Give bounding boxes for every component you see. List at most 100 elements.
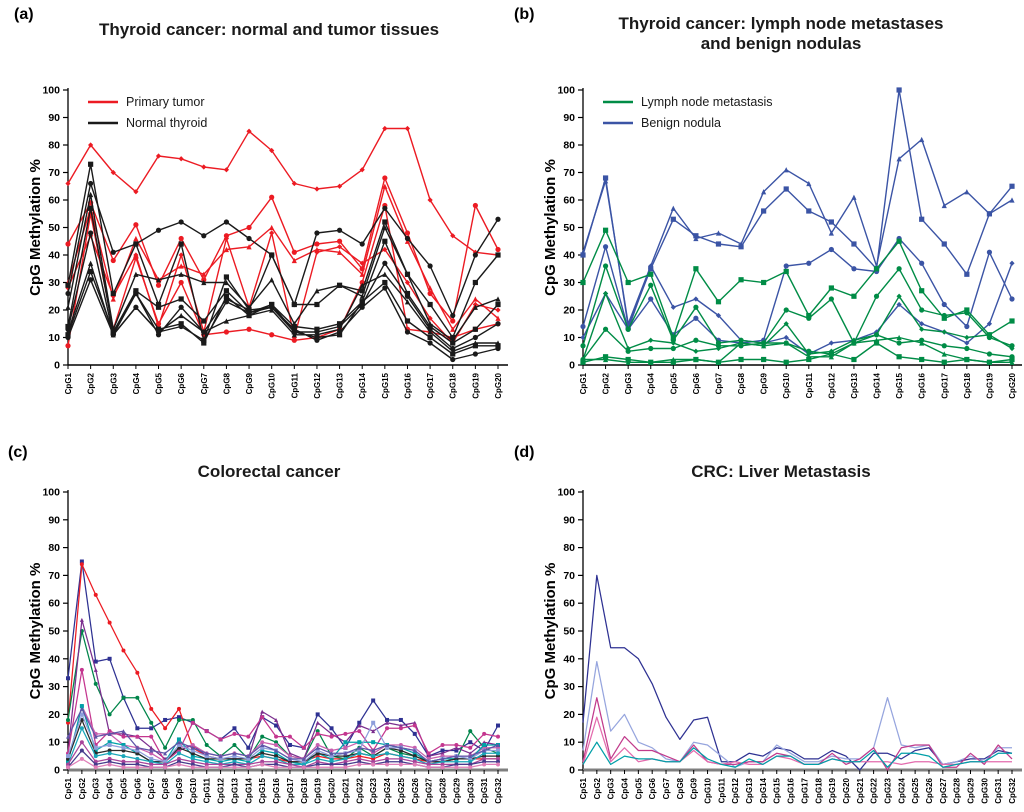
data-point-circle bbox=[357, 759, 362, 764]
data-point-diamond bbox=[896, 301, 902, 308]
data-point-square bbox=[343, 740, 348, 745]
data-point-square bbox=[314, 326, 320, 332]
data-point-triangle bbox=[412, 720, 417, 725]
data-point-square bbox=[851, 241, 857, 247]
data-point-circle bbox=[468, 729, 473, 734]
data-point-square bbox=[201, 318, 207, 324]
data-point-diamond bbox=[223, 235, 230, 242]
data-point-circle bbox=[468, 745, 473, 750]
series-line bbox=[67, 563, 498, 763]
data-point-square bbox=[329, 756, 334, 761]
data-point-circle bbox=[107, 762, 112, 767]
data-point-circle bbox=[359, 279, 365, 286]
data-point-triangle bbox=[625, 359, 631, 365]
x-tick-label: CpG10 bbox=[268, 372, 277, 398]
x-tick-label: CpG17 bbox=[426, 372, 435, 398]
data-point-circle bbox=[693, 304, 699, 310]
data-point-circle bbox=[357, 751, 362, 756]
data-point-diamond bbox=[919, 326, 925, 332]
y-tick-label: 70 bbox=[563, 167, 575, 179]
data-point-circle bbox=[246, 235, 252, 242]
x-tick-label: CpG8 bbox=[222, 372, 231, 394]
x-tick-label: CpG2 bbox=[593, 777, 602, 799]
x-tick-label: CpG1 bbox=[579, 372, 588, 394]
data-point-triangle bbox=[404, 271, 411, 277]
x-tick-label: CpG18 bbox=[814, 777, 823, 803]
data-point-triangle bbox=[133, 271, 139, 277]
data-point-circle bbox=[315, 759, 320, 764]
data-point-diamond bbox=[223, 167, 230, 173]
data-point-circle bbox=[382, 205, 388, 211]
data-point-circle bbox=[121, 648, 126, 653]
data-point-circle bbox=[246, 765, 251, 770]
data-point-circle bbox=[472, 202, 478, 209]
x-tick-label: CpG3 bbox=[109, 372, 118, 394]
data-point-circle bbox=[343, 756, 348, 761]
data-point-circle bbox=[468, 759, 473, 764]
data-point-circle bbox=[336, 238, 343, 244]
data-point-circle bbox=[602, 326, 609, 332]
data-point-circle bbox=[178, 323, 184, 330]
x-tick-label: CpG20 bbox=[494, 372, 503, 398]
x-tick-label: CpG1 bbox=[64, 372, 73, 394]
data-point-triangle bbox=[896, 156, 902, 162]
data-point-square bbox=[896, 238, 902, 244]
data-point-square bbox=[223, 293, 230, 299]
x-tick-label: CpG1 bbox=[579, 777, 588, 799]
data-point-circle bbox=[315, 729, 320, 734]
panel-a-letter: (a) bbox=[14, 6, 34, 23]
panel-b-chart: 0 10 20 30 40 50 60 70 80 90 100 CpG Methylation % C… bbox=[542, 85, 1022, 399]
data-point-square bbox=[371, 720, 376, 725]
series-line bbox=[67, 204, 499, 346]
data-point-square bbox=[155, 326, 162, 332]
data-point-circle bbox=[450, 312, 456, 319]
data-point-circle bbox=[135, 756, 140, 761]
data-point-triangle bbox=[133, 235, 139, 242]
data-point-triangle bbox=[468, 751, 473, 756]
data-point-diamond bbox=[1009, 260, 1015, 266]
y-axis: 0 10 20 30 40 50 60 70 80 90 100 bbox=[42, 487, 69, 777]
data-point-circle bbox=[315, 756, 320, 761]
data-point-circle bbox=[260, 754, 265, 759]
data-point-circle bbox=[440, 765, 445, 770]
data-point-triangle bbox=[738, 241, 744, 247]
data-point-square bbox=[738, 277, 744, 283]
data-point-circle bbox=[287, 734, 292, 739]
x-tick-label: CpG21 bbox=[856, 777, 865, 803]
data-point-circle bbox=[783, 307, 789, 313]
data-point-circle bbox=[580, 323, 586, 330]
series-line bbox=[67, 758, 498, 768]
data-point-square bbox=[382, 219, 388, 225]
y-tick-label: 20 bbox=[563, 305, 575, 317]
series-line bbox=[67, 719, 498, 763]
data-point-circle bbox=[110, 249, 116, 255]
series-line bbox=[67, 177, 499, 322]
data-point-triangle bbox=[88, 191, 94, 198]
data-point-diamond bbox=[964, 334, 970, 341]
data-point-square bbox=[495, 343, 501, 349]
data-point-diamond bbox=[359, 260, 365, 266]
x-tick-label: CpG24 bbox=[897, 777, 906, 803]
data-point-diamond bbox=[472, 301, 478, 308]
data-point-circle bbox=[204, 765, 209, 770]
data-point-circle bbox=[648, 296, 654, 302]
data-point-square bbox=[482, 742, 487, 747]
data-point-circle bbox=[178, 304, 184, 310]
data-point-diamond bbox=[986, 332, 993, 338]
data-point-circle bbox=[135, 759, 140, 764]
data-point-circle bbox=[986, 351, 993, 357]
data-point-circle bbox=[357, 762, 362, 767]
data-point-circle bbox=[274, 742, 279, 747]
data-point-square bbox=[828, 351, 834, 357]
series-line bbox=[67, 705, 498, 763]
data-point-square bbox=[79, 704, 84, 709]
data-point-circle bbox=[427, 290, 433, 297]
data-point-circle bbox=[343, 745, 348, 750]
data-point-circle bbox=[79, 726, 84, 731]
x-tick-label: CpG14 bbox=[759, 777, 768, 803]
data-point-circle bbox=[693, 315, 699, 321]
x-tick-label: CpG14 bbox=[873, 372, 882, 398]
data-point-circle bbox=[79, 748, 84, 753]
data-point-triangle bbox=[412, 748, 417, 753]
data-point-circle bbox=[482, 762, 487, 767]
